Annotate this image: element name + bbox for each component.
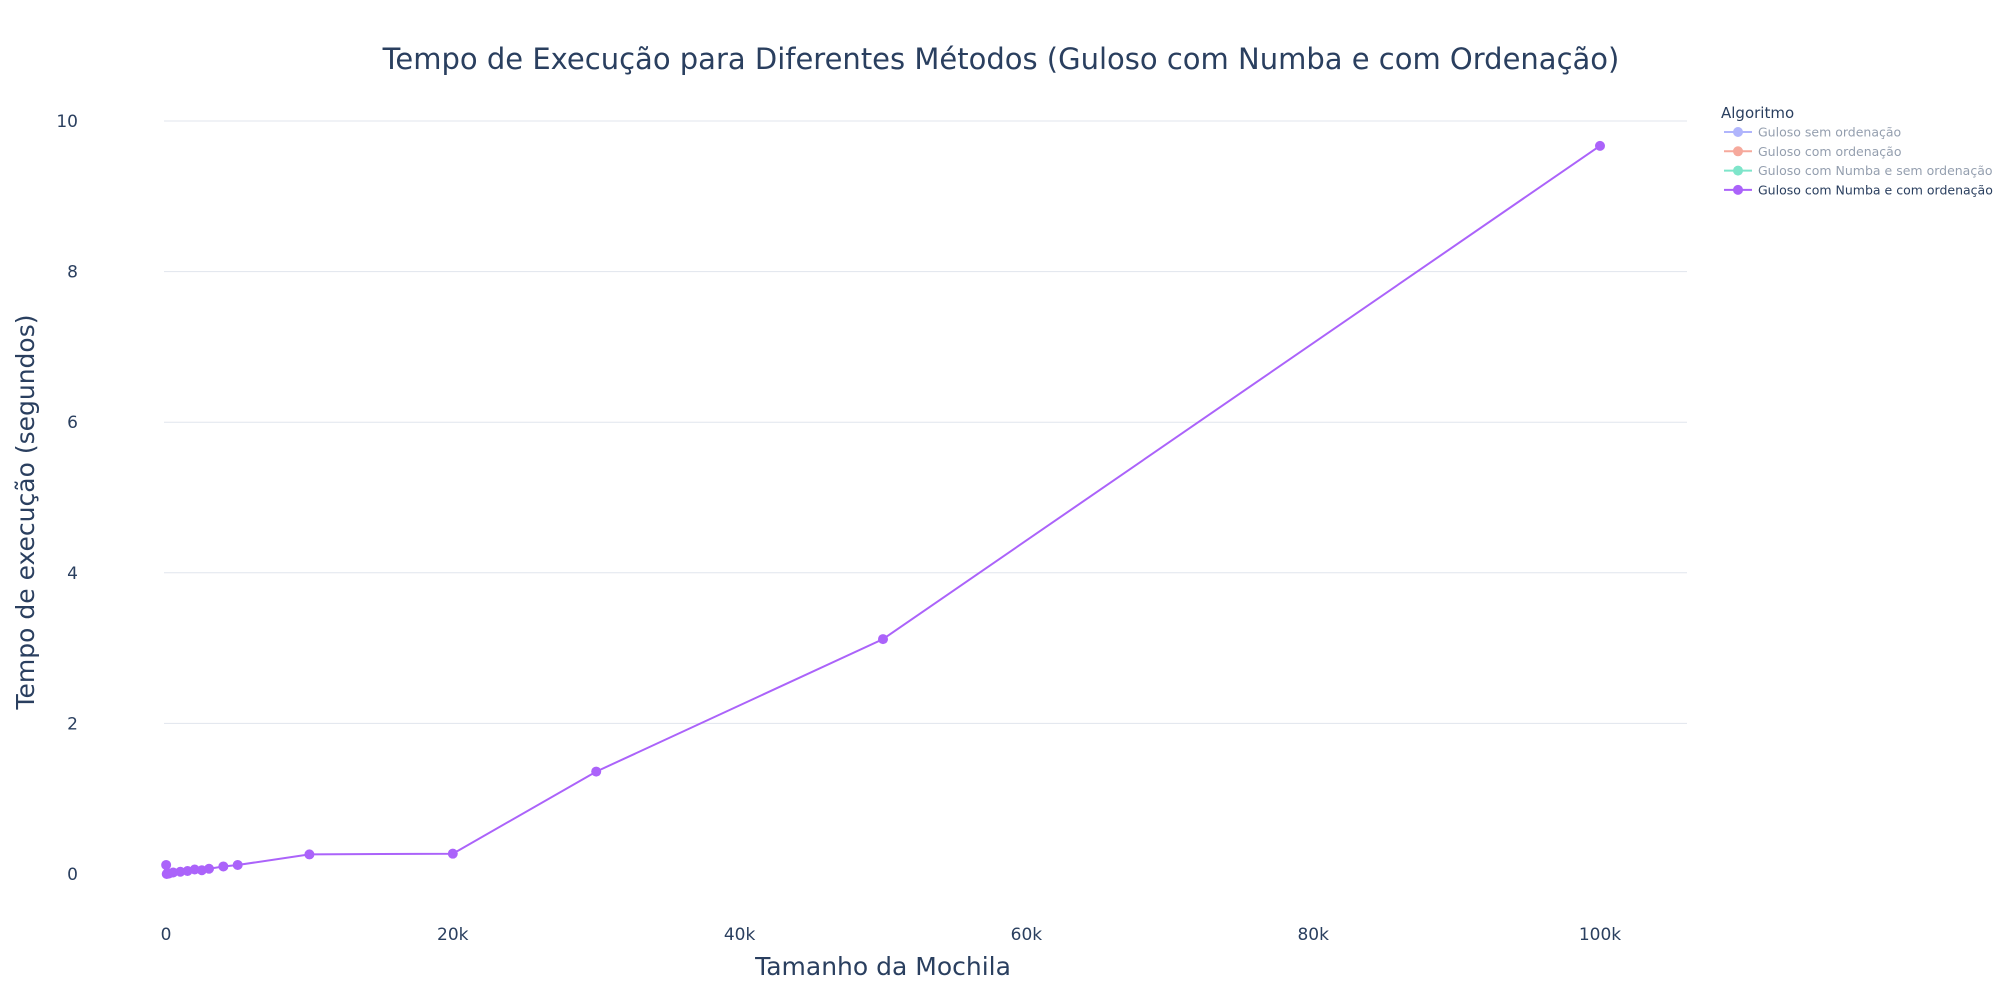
legend-marker bbox=[1733, 184, 1743, 195]
legend-items: Guloso sem ordenação Guloso com ordenação… bbox=[1724, 125, 1993, 197]
y-tick-labels: 0 2 4 6 8 10 bbox=[56, 112, 78, 885]
legend-label: Guloso com Numba e com ordenação bbox=[1758, 182, 1993, 197]
legend-label: Guloso sem ordenação bbox=[1758, 125, 1901, 140]
data-point[interactable] bbox=[218, 861, 229, 872]
data-point[interactable] bbox=[447, 848, 458, 859]
x-tick-label: 40k bbox=[724, 925, 756, 945]
x-tick-label: 60k bbox=[1011, 925, 1043, 945]
y-gridlines bbox=[164, 120, 1687, 724]
x-tick-label: 100k bbox=[1579, 925, 1621, 945]
y-tick-label: 4 bbox=[67, 564, 78, 584]
data-point[interactable] bbox=[232, 859, 243, 870]
legend-marker bbox=[1733, 146, 1743, 157]
legend-marker bbox=[1733, 127, 1743, 137]
series-points bbox=[161, 140, 1605, 879]
y-tick-label: 10 bbox=[56, 112, 78, 132]
data-point[interactable] bbox=[878, 634, 888, 645]
data-point[interactable] bbox=[304, 849, 315, 860]
data-point[interactable] bbox=[204, 863, 215, 874]
y-tick-label: 2 bbox=[67, 714, 78, 734]
chart-title: Tempo de Execução para Diferentes Método… bbox=[382, 42, 1620, 76]
y-tick-label: 0 bbox=[67, 865, 78, 885]
series-lines bbox=[165, 144, 1601, 877]
plot-area[interactable] bbox=[161, 140, 1605, 879]
data-point[interactable] bbox=[161, 859, 172, 870]
x-axis-title: Tamanho da Mochila bbox=[754, 952, 1011, 981]
data-point[interactable] bbox=[591, 766, 602, 777]
x-tick-labels: 0 20k 40k 60k 80k 100k bbox=[161, 925, 1622, 945]
y-tick-label: 8 bbox=[67, 263, 78, 283]
x-tick-label: 0 bbox=[161, 925, 172, 945]
legend-title: Algoritmo bbox=[1721, 104, 1794, 122]
x-tick-label: 80k bbox=[1297, 925, 1329, 945]
series-line bbox=[165, 144, 1601, 877]
legend-item[interactable]: Guloso sem ordenação bbox=[1724, 125, 1901, 140]
legend-item[interactable]: Guloso com Numba e com ordenação bbox=[1724, 182, 1993, 197]
y-tick-label: 6 bbox=[67, 413, 78, 433]
legend-marker bbox=[1733, 165, 1743, 176]
data-point[interactable] bbox=[1595, 140, 1605, 151]
legend-label: Guloso com ordenação bbox=[1758, 144, 1902, 159]
legend-label: Guloso com Numba e sem ordenação bbox=[1758, 163, 1993, 178]
y-axis-title: Tempo de execução (segundos) bbox=[11, 315, 40, 711]
x-tick-label: 20k bbox=[437, 925, 469, 945]
legend-item[interactable]: Guloso com Numba e sem ordenação bbox=[1724, 163, 1993, 178]
legend: Algoritmo Guloso sem ordenação Guloso com… bbox=[1721, 104, 1993, 197]
legend-item[interactable]: Guloso com ordenação bbox=[1724, 144, 1902, 159]
